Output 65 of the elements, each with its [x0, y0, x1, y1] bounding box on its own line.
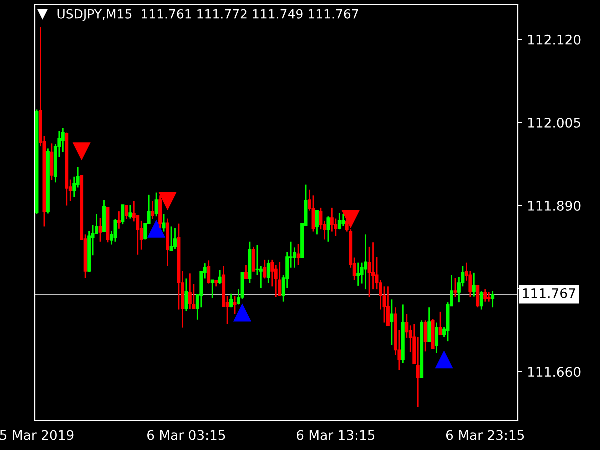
candlestick — [174, 227, 177, 250]
candlestick — [454, 277, 458, 298]
candlestick — [244, 264, 248, 280]
candlestick — [256, 244, 260, 276]
y-tick-label: 111.660 — [528, 367, 581, 378]
x-tick-label: 6 Mar 13:15 — [296, 430, 375, 440]
candlestick — [207, 260, 211, 284]
candlestick — [338, 212, 342, 230]
candlestick — [368, 246, 372, 298]
candlestick — [316, 210, 319, 236]
candlestick — [230, 293, 234, 308]
candlestick — [480, 290, 484, 310]
candlestick — [330, 207, 334, 232]
point — [72, 142, 91, 161]
point — [435, 350, 454, 369]
candlestick — [124, 205, 128, 220]
candlestick — [342, 214, 346, 227]
point — [148, 220, 166, 238]
candlestick — [117, 210, 121, 230]
candlestick — [428, 306, 432, 342]
x-tick-label: 5 Mar 2019 — [0, 430, 74, 440]
candlestick — [263, 259, 267, 280]
y-tick-label: 111.890 — [528, 201, 581, 211]
candlestick — [438, 311, 442, 336]
candlestick — [390, 298, 394, 346]
candlestick — [154, 192, 158, 218]
candlestick — [188, 272, 192, 310]
candlestick — [121, 204, 125, 226]
candlestick — [170, 226, 174, 252]
candlestick — [252, 246, 256, 272]
point — [158, 192, 177, 210]
candlestick — [472, 272, 476, 298]
candlestick — [424, 320, 428, 352]
candlestick — [416, 336, 420, 408]
point — [233, 304, 252, 322]
y-tick-label: 112.005 — [528, 118, 580, 128]
x-tick-label: 6 Mar 23:15 — [446, 430, 524, 440]
candlestick — [356, 262, 360, 287]
x-tick-label: 6 Mar 03:15 — [148, 430, 226, 440]
candlestick — [218, 269, 222, 286]
candlestick — [476, 285, 480, 308]
point — [342, 210, 360, 229]
candlestick — [61, 128, 65, 154]
candlestick — [491, 290, 495, 308]
candlestick — [364, 234, 368, 290]
ref-line-label: 111.767 — [523, 288, 576, 298]
candlestick — [162, 214, 166, 232]
candlestick — [50, 142, 54, 182]
candlestick — [386, 286, 390, 326]
candlestick — [435, 322, 439, 354]
candlestick — [326, 216, 330, 243]
candlestick — [266, 259, 270, 284]
candlestick — [278, 261, 282, 297]
chart-title: USDJPY,M15 111.761 111.772 111.749 111.767 — [58, 9, 358, 22]
candlestick — [184, 278, 188, 312]
candlestick — [114, 218, 118, 243]
candlestick — [484, 288, 488, 303]
candlestick — [296, 243, 300, 266]
candlestick — [128, 204, 132, 220]
y-tick-label: 112.120 — [528, 34, 581, 45]
candlestick — [487, 292, 491, 303]
candlestick — [233, 295, 237, 315]
candlestick — [210, 279, 214, 299]
candlestick — [274, 264, 278, 298]
candlestick — [151, 200, 155, 220]
